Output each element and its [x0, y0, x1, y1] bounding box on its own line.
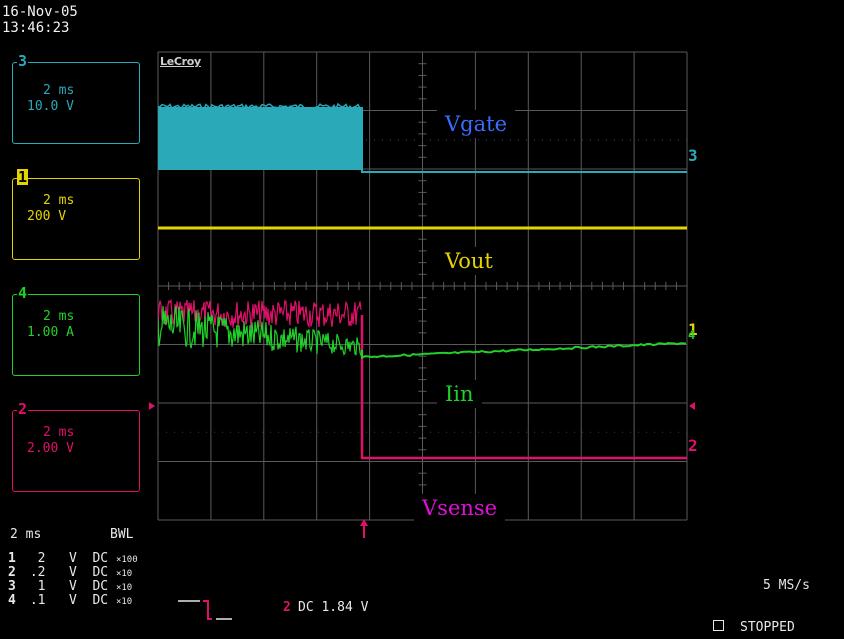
sample-rate: 5 MS/s [763, 578, 810, 593]
acquisition-status: STOPPED [740, 620, 795, 635]
channel-2-scale: 2.00 V [27, 441, 74, 456]
date-readout: 16-Nov-05 [2, 4, 78, 20]
trace-label-vgate: Vgate [437, 110, 515, 138]
channel-1-timebase: 2 ms [43, 193, 75, 208]
channel-4-level-marker[interactable]: 4 [688, 328, 696, 342]
channel-row-1: 1 2 V DC ×100 [8, 551, 138, 566]
channel-4-box[interactable]: 4 2 ms 1.00 A [12, 285, 140, 376]
channel-4-timebase: 2 ms [43, 309, 75, 324]
brand-logo: LeCroy [160, 55, 201, 68]
channel-3-level-marker[interactable]: 3 [688, 146, 698, 165]
channel-3-box[interactable]: 3 2 ms 10.0 V [12, 53, 140, 144]
timebase-readout: 2 ms [10, 527, 42, 542]
channel-3-number: 3 [17, 52, 29, 70]
bandwidth-limit-indicator: BWL [110, 527, 134, 542]
channel-4-scale: 1.00 A [27, 325, 74, 340]
channel-row-3: 3 1 V DC ×10 [8, 579, 133, 594]
trigger-channel: 2 [283, 600, 291, 615]
trace-label-iin: Iin [437, 380, 482, 408]
channel-1-box[interactable]: 1 2 ms 200 V [12, 169, 140, 260]
channel-2-timebase: 2 ms [43, 425, 75, 440]
acquisition-square-icon [713, 620, 724, 631]
trace-label-vsense: Vsense [414, 494, 506, 522]
time-readout: 13:46:23 [2, 20, 70, 36]
trigger-position-arrow-icon[interactable] [358, 518, 370, 540]
channel-row-2: 2 .2 V DC ×10 [8, 565, 133, 580]
channel-2-level-marker[interactable]: 2 [688, 436, 698, 455]
trigger-level-left-icon[interactable] [147, 400, 157, 412]
trigger-info: DC 1.84 V [298, 600, 369, 615]
channel-2-box[interactable]: 2 2 ms 2.00 V [12, 401, 140, 492]
channel-1-number: 1 [17, 168, 29, 186]
waveform-display[interactable] [0, 0, 844, 560]
trigger-level-right-icon[interactable] [687, 400, 697, 412]
trigger-slope-icon [178, 600, 232, 620]
channel-1-level-marker[interactable]: 1 [688, 320, 698, 339]
channel-2-number: 2 [17, 400, 29, 418]
channel-row-4: 4 .1 V DC ×10 [8, 593, 133, 608]
channel-4-number: 4 [17, 284, 29, 302]
channel-3-scale: 10.0 V [27, 99, 74, 114]
channel-1-scale: 200 V [27, 209, 67, 224]
trace-label-vout: Vout [437, 247, 501, 275]
channel-3-timebase: 2 ms [43, 83, 75, 98]
